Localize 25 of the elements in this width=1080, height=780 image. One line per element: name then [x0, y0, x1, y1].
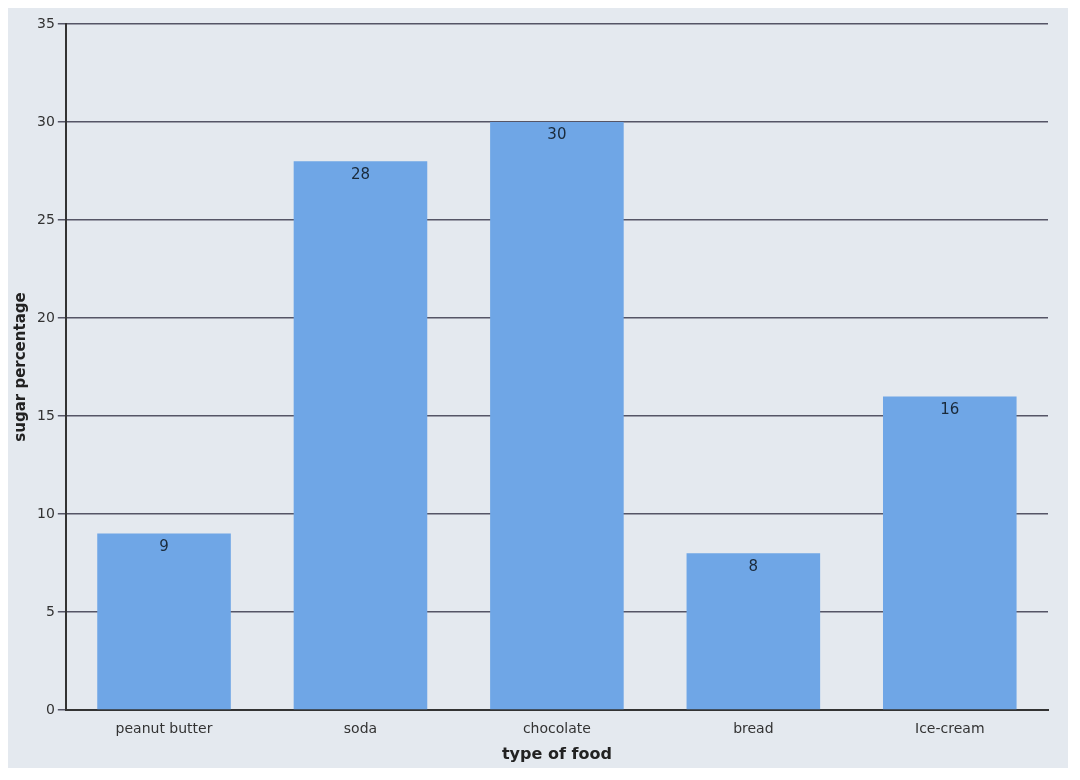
x-axis-title: type of food	[501, 743, 612, 763]
x-tick-label: Ice-cream	[915, 720, 985, 737]
y-tick-label: 15	[36, 406, 55, 423]
y-tick-label: 5	[45, 602, 55, 619]
bar	[490, 122, 624, 710]
x-tick-label: chocolate	[522, 720, 591, 737]
data-label: 16	[940, 399, 960, 418]
y-axis-title: sugar percentage	[10, 292, 29, 442]
y-tick-label: 30	[36, 112, 55, 129]
y-tick-label: 35	[36, 14, 55, 31]
y-tick-label: 20	[36, 308, 55, 325]
data-label: 30	[547, 125, 567, 144]
data-label: 9	[159, 536, 169, 555]
y-tick-label: 25	[36, 210, 55, 227]
x-tick-label: bread	[733, 720, 774, 737]
y-tick-label: 10	[36, 504, 55, 521]
bar	[882, 396, 1017, 710]
data-label: 8	[748, 556, 759, 575]
x-tick-label: peanut butter	[115, 720, 213, 737]
data-label: 28	[350, 164, 371, 183]
bar	[97, 533, 231, 710]
y-tick-label: 0	[45, 700, 55, 717]
bar	[293, 161, 428, 710]
x-tick-label: soda	[343, 720, 378, 737]
bar	[686, 553, 821, 710]
